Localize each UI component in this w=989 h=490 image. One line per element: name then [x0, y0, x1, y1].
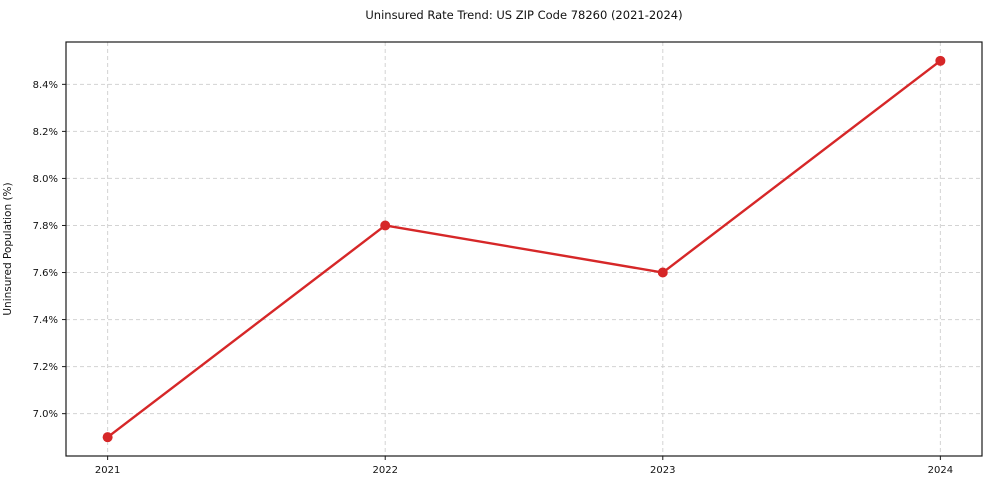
plot-frame	[65, 41, 983, 457]
data-point	[935, 55, 946, 66]
y-tick-label: 7.0%	[33, 409, 58, 420]
data-point	[102, 432, 113, 443]
y-tick-label: 7.8%	[33, 221, 58, 232]
data-point	[380, 220, 391, 231]
y-tick-label: 7.6%	[33, 268, 58, 279]
data-point	[657, 267, 668, 278]
y-tick-label: 8.2%	[33, 127, 58, 138]
y-tick-label: 7.2%	[33, 362, 58, 373]
y-tick-label: 8.4%	[33, 80, 58, 91]
chart-title: Uninsured Rate Trend: US ZIP Code 78260 …	[365, 8, 683, 22]
x-tick-label: 2024	[928, 465, 953, 476]
axis-ticks	[62, 83, 941, 460]
y-tick-label: 7.4%	[33, 315, 58, 326]
y-tick-label: 8.0%	[33, 174, 58, 185]
tick-labels: 7.0% 7.2% 7.4% 7.6% 7.8% 8.0% 8.2% 8.4% 2021 2022…	[33, 80, 953, 476]
data-line	[106, 59, 942, 439]
x-tick-label: 2021	[95, 465, 120, 476]
x-tick-label: 2023	[650, 465, 675, 476]
grid	[66, 42, 982, 456]
x-tick-label: 2022	[372, 465, 397, 476]
